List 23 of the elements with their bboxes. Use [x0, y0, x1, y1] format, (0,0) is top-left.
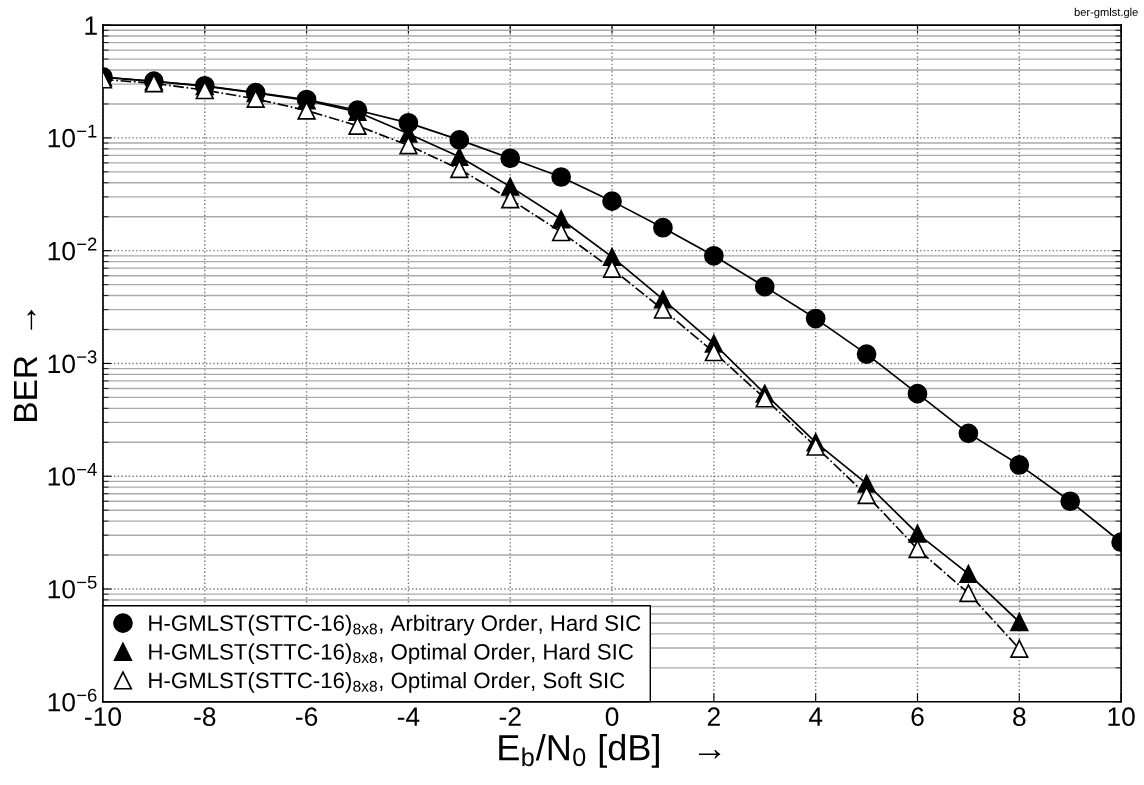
- x-tick-label: 8: [1013, 707, 1026, 727]
- x-tick-label: -10: [85, 707, 121, 727]
- x-tick-label: -2: [499, 707, 521, 726]
- legend-label: H-GMLST(STTC-16)$_{8x8}$, Optimal Order, Hard SIC: [149, 643, 633, 665]
- y-tick-label: 10$^{−3}$: [48, 350, 97, 374]
- x-tick-label: -6: [296, 707, 318, 727]
- x-tick-label: 10: [1108, 707, 1135, 727]
- x-tick-label: -4: [397, 707, 420, 726]
- legend-label: H-GMLST(STTC-16)$_{8x8}$, Optimal Order, Soft SIC: [149, 672, 625, 693]
- text: ber-gmlst.gle: [1074, 7, 1138, 19]
- y-tick-label: 10$^{−5}$: [48, 575, 97, 599]
- x-tick-label: 4: [808, 707, 823, 726]
- x-axis-title: E$_{b}$/N$_{0}$ [dB] →: [499, 734, 721, 768]
- y-tick-label: 10$^{−1}$: [48, 124, 97, 148]
- x-tick-label: -8: [194, 707, 216, 727]
- y-tick-label: 1: [85, 16, 97, 35]
- x-tick-label: 0: [605, 707, 619, 727]
- x-tick-label: 2: [707, 707, 720, 726]
- y-tick-label: 10$^{−4}$: [48, 463, 97, 486]
- legend-label: H-GMLST(STTC-16)$_{8x8}$, Arbitrary Order, Hard SIC: [149, 614, 641, 636]
- x-tick-label: 6: [911, 707, 924, 727]
- y-tick-label: 10$^{−2}$: [48, 237, 97, 261]
- y-axis-title: BER →: [14, 310, 37, 421]
